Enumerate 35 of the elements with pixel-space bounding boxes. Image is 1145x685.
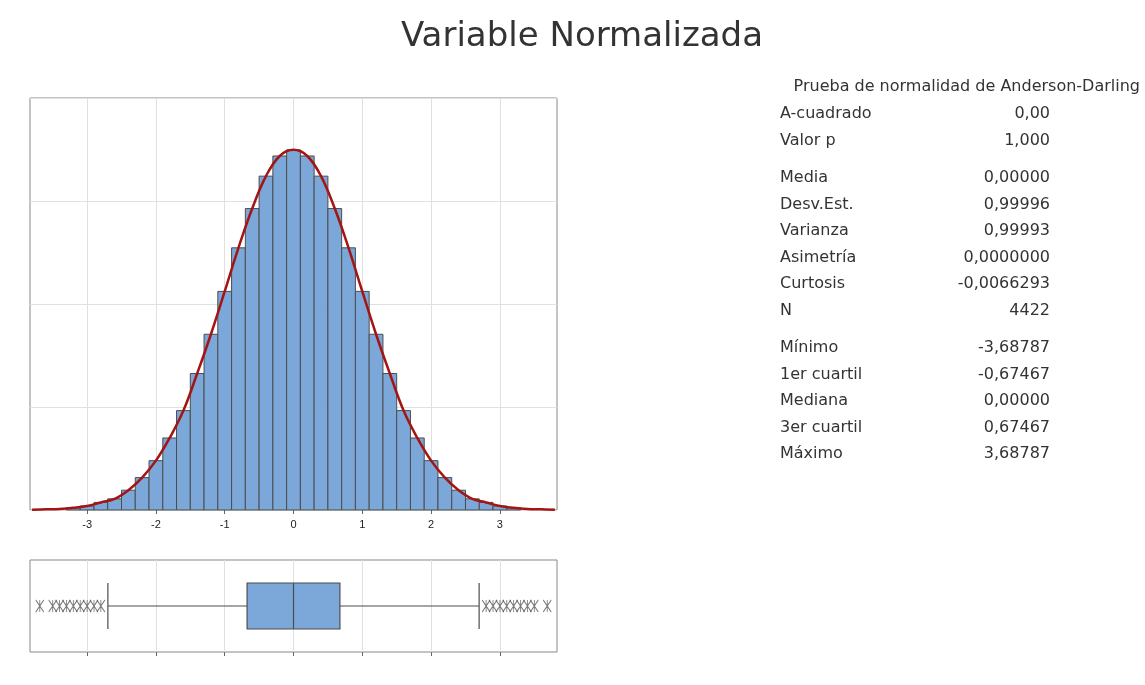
text: -0,67467 <box>978 363 1050 383</box>
text: 1er cuartil <box>780 363 863 383</box>
text: -0,0066293 <box>957 273 1050 292</box>
text: Curtosis <box>780 273 846 292</box>
text: Media <box>780 167 829 186</box>
x-tick-label: -1 <box>219 517 230 530</box>
text: 3,68787 <box>983 443 1050 462</box>
text: 0,99996 <box>983 193 1050 213</box>
text: Prueba de normalidad de Anderson-Darling <box>792 76 1140 95</box>
text: 1,000 <box>1004 129 1050 149</box>
x-tick-label: 0 <box>290 517 297 530</box>
text: Desv.Est. <box>780 193 854 213</box>
x-tick-label: -2 <box>151 517 161 530</box>
text: 0,99993 <box>983 220 1050 239</box>
text: Máximo <box>780 443 843 462</box>
text: 3er cuartil <box>780 416 863 436</box>
x-tick-label: 2 <box>428 517 435 530</box>
text: Mediana <box>780 390 848 409</box>
text: N <box>780 299 792 319</box>
text: 0,00000 <box>983 390 1050 409</box>
text: 0,67467 <box>983 416 1050 436</box>
text: Valor p <box>780 129 836 149</box>
x-tick-label: 3 <box>496 517 503 530</box>
text: 0,00000 <box>983 167 1050 186</box>
text: 4422 <box>1009 299 1050 319</box>
text: 0,00 <box>1014 103 1050 122</box>
chart-title: Variable Normalizada <box>400 14 764 54</box>
text: 0,0000000 <box>963 246 1050 266</box>
x-tick-label: 1 <box>359 517 366 530</box>
text: Varianza <box>780 220 849 239</box>
text: Mínimo <box>780 337 839 356</box>
text: -3,68787 <box>978 337 1050 356</box>
text: Asimetría <box>780 246 857 266</box>
text: A-cuadrado <box>780 103 872 122</box>
x-tick-label: -3 <box>82 517 92 530</box>
